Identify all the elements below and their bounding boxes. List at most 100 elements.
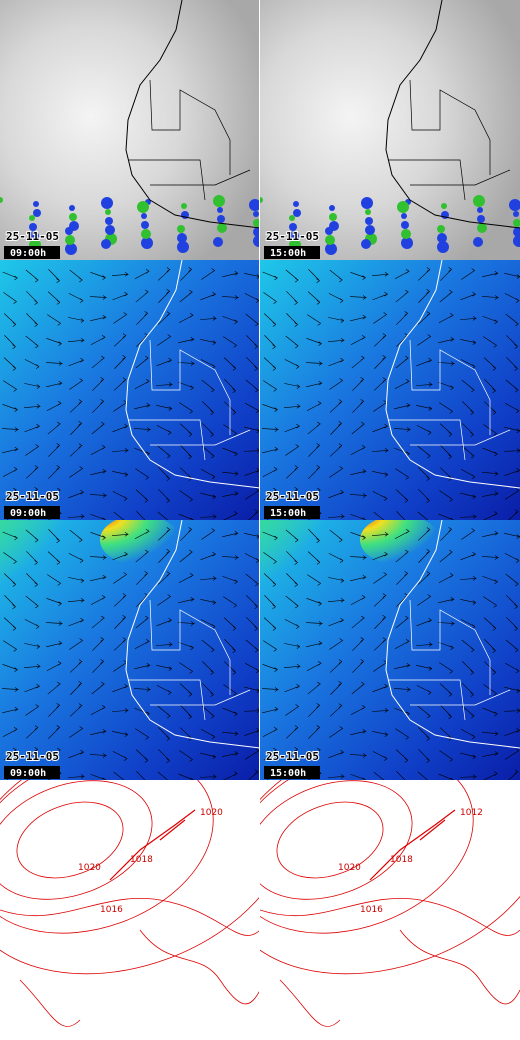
wind-arrow — [158, 549, 171, 563]
wind-arrow — [112, 751, 128, 761]
wind-arrow — [350, 705, 366, 715]
wind-arrow — [482, 707, 498, 717]
wind-arrow — [68, 317, 85, 323]
wind-arrow — [394, 639, 410, 649]
wind-arrow — [68, 357, 85, 367]
wind-arrow — [351, 421, 365, 435]
rain-cell — [213, 195, 225, 207]
wind-arrow — [481, 295, 500, 300]
rain-cell — [29, 231, 39, 241]
wind-arrow — [25, 465, 39, 479]
panel-background — [260, 0, 520, 260]
wind-arrow — [70, 681, 83, 695]
wind-arrow — [462, 401, 474, 415]
wind-arrow — [439, 750, 453, 762]
wind-arrow — [133, 687, 152, 692]
wind-arrow — [416, 685, 432, 695]
wind-arrow — [91, 615, 105, 629]
isobar — [260, 780, 413, 900]
wind-arrow — [373, 771, 385, 780]
wind-arrow — [459, 774, 477, 779]
time-label: 15:00h — [270, 768, 306, 779]
rain-cell — [101, 197, 113, 209]
wind-arrow — [437, 361, 456, 366]
panel-background — [260, 260, 520, 520]
border — [388, 339, 511, 461]
wind-arrow — [112, 551, 129, 561]
rain-cell — [513, 227, 520, 237]
wind-arrow — [113, 511, 125, 520]
wind-arrow — [112, 683, 129, 693]
rain-cell — [289, 231, 299, 241]
wind-arrow — [222, 751, 239, 757]
rain-cell — [325, 243, 337, 255]
wind-arrow — [91, 681, 105, 695]
rain-cell — [365, 225, 375, 235]
wind-arrow — [395, 489, 409, 503]
wind-arrow — [24, 619, 40, 629]
wind-arrow — [47, 314, 61, 326]
wind-arrow — [134, 402, 151, 410]
wind-arrow — [222, 707, 238, 717]
wind-arrow — [395, 615, 409, 629]
wind-arrow — [157, 705, 171, 719]
wind-arrow — [223, 771, 238, 780]
isobar-label: 1018 — [130, 855, 153, 865]
wind-arrow — [482, 315, 498, 324]
isobar — [19, 929, 260, 1027]
wind-arrow — [329, 529, 343, 543]
wind-arrow — [2, 706, 19, 714]
wind-arrow — [352, 377, 365, 391]
time-label: 09:00h — [10, 768, 46, 779]
wind-arrow — [245, 573, 259, 587]
rain-cell — [477, 207, 483, 213]
wind-arrow — [328, 489, 345, 499]
wind-arrow — [200, 551, 217, 561]
wind-arrow — [373, 593, 387, 607]
rain-cell — [293, 201, 299, 207]
wind-arrow — [417, 705, 431, 719]
wind-arrow — [482, 270, 499, 278]
wind-arrow — [460, 339, 476, 345]
wind-arrow — [68, 293, 84, 303]
wind-arrow — [417, 445, 431, 459]
wind-arrow — [351, 355, 365, 369]
time-box — [264, 766, 320, 779]
wind-arrow — [2, 531, 18, 541]
wind-arrow — [262, 466, 278, 478]
wind-arrow — [179, 490, 193, 502]
wind-arrow — [372, 272, 389, 277]
wind-arrow — [48, 269, 60, 283]
rain-cell — [397, 201, 409, 213]
wind-arrow — [156, 665, 172, 671]
wind-arrow — [329, 378, 344, 390]
wind-arrow — [505, 488, 520, 500]
wind-arrow — [306, 598, 322, 606]
wind-arrow — [483, 684, 497, 696]
panel-background — [0, 780, 260, 1040]
wind-arrow — [222, 471, 239, 477]
wind-arrow — [200, 291, 217, 301]
wind-arrow — [47, 747, 61, 761]
wind-arrow — [417, 594, 432, 606]
wind-arrow — [177, 621, 196, 626]
wind-arrow — [505, 573, 519, 587]
wind-arrow — [349, 493, 368, 498]
wind-arrow — [285, 725, 299, 739]
wind-arrow — [112, 731, 128, 737]
wind-arrow — [47, 421, 61, 435]
wind-arrow — [417, 527, 431, 541]
wind-arrow — [246, 335, 258, 349]
pressure-panel: 1020 1018 1016 1012 — [260, 780, 520, 1040]
wind-arrow — [202, 683, 214, 697]
wind-arrow — [200, 339, 216, 345]
wind-arrow — [350, 594, 366, 606]
wind-arrow — [3, 380, 17, 392]
wind-arrow — [396, 771, 406, 780]
wind-arrow — [156, 405, 172, 411]
time-box — [264, 246, 320, 259]
wind-arrow — [223, 357, 237, 371]
wind-arrow — [418, 289, 431, 303]
wind-arrow — [396, 511, 406, 520]
wind-arrow — [112, 708, 129, 713]
